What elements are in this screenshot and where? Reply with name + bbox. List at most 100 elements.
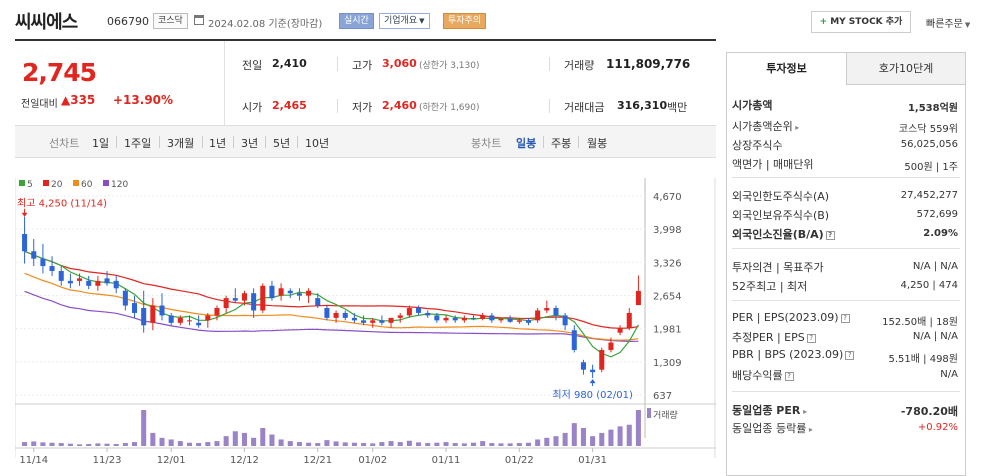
help-icon[interactable]: ?: [845, 350, 855, 360]
candle-body: [287, 290, 293, 294]
volume-bar: [416, 442, 422, 446]
price-chart[interactable]: 4,670 3,998 3,326 2,654 1,981 1,309 637 5 20 60 12…: [15, 158, 716, 476]
volume-bar: [470, 442, 477, 446]
candle-body: [58, 271, 64, 281]
per-row[interactable]: PER | EPS(2023.09)?: [732, 311, 850, 324]
max-price-label: 최고 4,250 (11/14): [17, 198, 107, 210]
candle-body: [489, 315, 495, 321]
volume-bar: [480, 441, 486, 446]
volume-bar: [489, 443, 495, 446]
amount-label: 거래대금: [564, 101, 605, 114]
quote-bottom-divider: [15, 125, 716, 126]
est-per-row[interactable]: 추정PER | EPS?: [732, 329, 816, 345]
help-icon[interactable]: ?: [840, 313, 850, 323]
legend-swatch: [43, 180, 49, 186]
legend-label: 60: [81, 180, 93, 190]
lower-limit: (하한가 1,690): [419, 103, 480, 113]
period-3y[interactable]: 3년: [241, 137, 259, 150]
sector-rate-row[interactable]: 동일업종 등락률 ▸: [732, 420, 813, 436]
candle-body: [150, 305, 156, 323]
candle-body: [296, 293, 302, 296]
volume-value: 111,809,776: [606, 57, 691, 71]
y-tick-label: 1,981: [653, 325, 682, 336]
candle-body: [306, 290, 312, 296]
volume-bar: [452, 443, 458, 446]
volume-bar: [49, 442, 55, 446]
sector-per-row[interactable]: 동일업종 PER ▸: [732, 402, 807, 418]
y-tick-label: 3,998: [653, 225, 682, 236]
candle-body: [370, 320, 376, 323]
candle-body: [196, 322, 202, 326]
candle-body: [425, 312, 431, 316]
volume-bar: [370, 443, 376, 446]
volume-bar: [278, 439, 284, 446]
pbr-label: PBR | BPS (2023.09): [732, 348, 844, 361]
help-icon[interactable]: ?: [784, 371, 794, 381]
shares-value: 56,025,056: [900, 139, 958, 150]
candle-body: [186, 320, 193, 322]
prev-compare-label: 전일대비: [21, 99, 58, 110]
y-tick-label: 4,670: [653, 192, 682, 203]
period-10y[interactable]: 10년: [305, 137, 330, 150]
candle-monthly[interactable]: 월봉: [587, 137, 608, 150]
volume-bar: [113, 444, 119, 446]
candle-body: [599, 349, 605, 370]
stock-code: 066790: [107, 15, 149, 28]
week52-label: 52주최고 | 최저: [732, 280, 808, 293]
y-tick-label: 1,309: [653, 358, 682, 369]
period-1d[interactable]: 1일: [92, 137, 110, 150]
tab-quote-10[interactable]: 호가10단계: [846, 53, 965, 85]
amount-value: 316,310: [617, 99, 668, 112]
candle-body: [278, 288, 284, 296]
candle-body: [132, 303, 138, 313]
max-arrow-icon: [21, 212, 28, 217]
pbr-row[interactable]: PBR | BPS (2023.09)?: [732, 348, 855, 361]
x-tick-label: 01/22: [505, 455, 534, 466]
divider: [159, 136, 160, 148]
period-3m[interactable]: 3개월: [167, 137, 195, 150]
x-tick-label: 01/31: [578, 455, 607, 466]
amount-unit: 백만: [667, 101, 688, 114]
corp-info-dropdown[interactable]: 기업개요 ▼: [379, 13, 430, 29]
volume-bar: [186, 442, 193, 446]
foreign-rate-row[interactable]: 외국인소진율(B/A)?: [732, 226, 835, 242]
divider: [549, 57, 550, 71]
candle-chart-label: 봉차트: [471, 137, 502, 150]
tab-invest-info[interactable]: 투자정보: [727, 53, 846, 85]
est-per-value: N/A | N/A: [912, 331, 958, 342]
period-1y[interactable]: 1년: [209, 137, 227, 150]
candle-daily[interactable]: 일봉: [516, 137, 537, 150]
help-icon[interactable]: ?: [806, 333, 816, 343]
chevron-right-icon: ▸: [792, 123, 800, 132]
candle-body: [553, 308, 559, 316]
quick-order-dropdown[interactable]: 빠른주문 ▼: [926, 15, 970, 30]
realtime-button[interactable]: 실시간: [339, 13, 374, 29]
market-cap-rank-row[interactable]: 시가총액순위 ▸: [732, 118, 799, 134]
volume-bar: [296, 442, 302, 446]
volume-bar: [324, 440, 330, 446]
volume-bar: [196, 443, 202, 446]
candle-body: [324, 308, 330, 318]
top-divider: [15, 39, 716, 41]
volume-label: 거래량: [564, 59, 595, 72]
divider: [337, 99, 338, 113]
candle-body: [562, 315, 568, 326]
div-row[interactable]: 배당수익률?: [732, 367, 794, 383]
candle-body: [205, 315, 211, 321]
add-my-stock-button[interactable]: + MY STOCK 추가: [811, 11, 911, 33]
add-my-stock-label: MY STOCK 추가: [830, 17, 903, 27]
candle-body: [507, 318, 513, 322]
candle-body: [535, 310, 541, 321]
period-5y[interactable]: 5년: [273, 137, 291, 150]
volume-bar: [608, 429, 614, 446]
foreign-rate-label: 외국인소진율(B/A): [732, 228, 824, 241]
volume-bar: [177, 441, 183, 446]
market-cap-rank-value: 코스닥 559위: [898, 124, 958, 135]
open-label: 시가: [242, 101, 263, 114]
candle-body: [361, 320, 367, 323]
volume-bar: [461, 443, 467, 446]
help-icon[interactable]: ?: [825, 230, 835, 240]
period-1w[interactable]: 1주일: [124, 137, 152, 150]
legend-label: 5: [27, 180, 33, 190]
candle-weekly[interactable]: 주봉: [551, 137, 572, 150]
